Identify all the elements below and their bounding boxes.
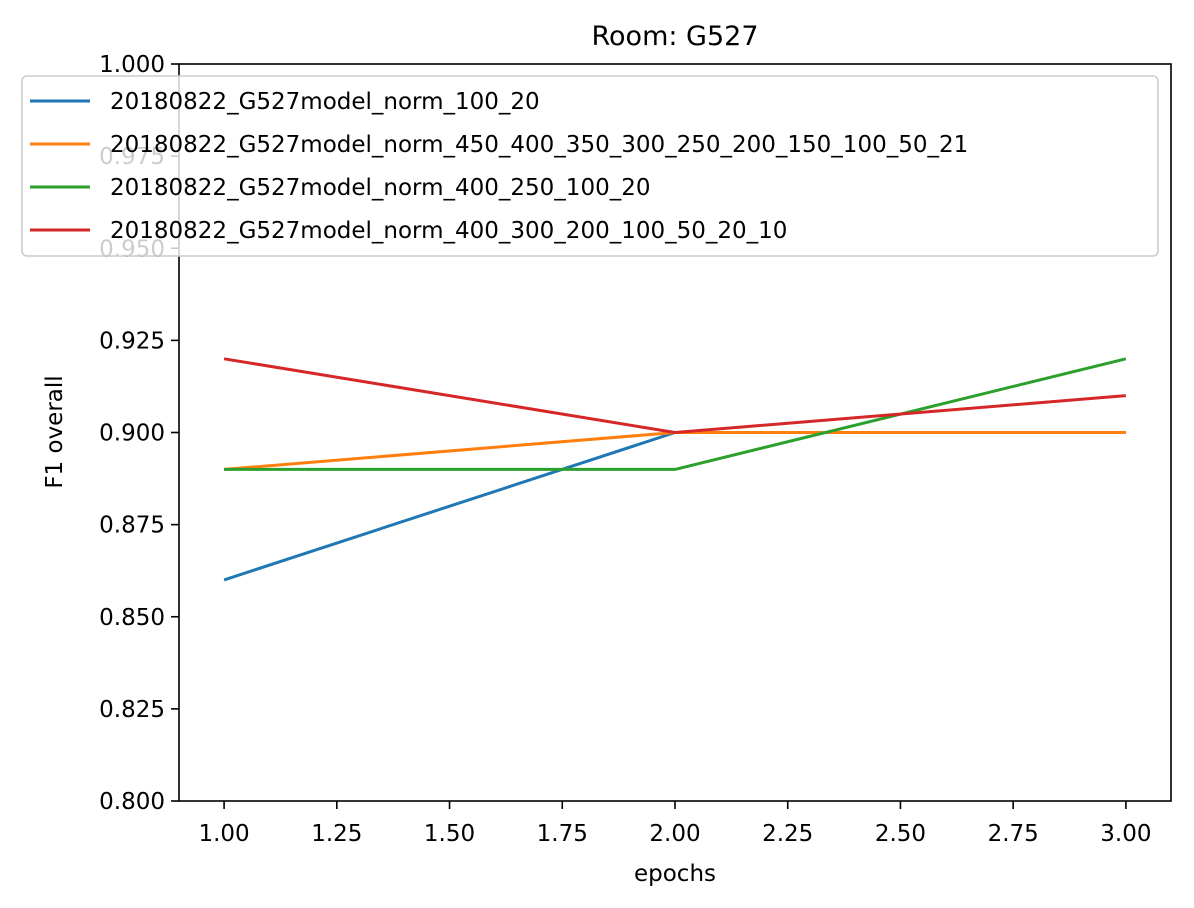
- x-tick-label: 2.75: [988, 821, 1039, 847]
- y-tick-label: 0.825: [99, 697, 165, 723]
- legend-label: 20180822_G527model_norm_100_20: [110, 89, 540, 115]
- legend-label: 20180822_G527model_norm_450_400_350_300_…: [110, 132, 968, 158]
- chart-title: Room: G527: [591, 21, 758, 52]
- x-tick-label: 2.25: [762, 821, 813, 847]
- y-tick-label: 0.875: [99, 513, 165, 539]
- legend-label: 20180822_G527model_norm_400_300_200_100_…: [110, 218, 787, 244]
- x-tick-label: 3.00: [1100, 821, 1151, 847]
- legend-label: 20180822_G527model_norm_400_250_100_20: [110, 175, 650, 201]
- y-tick-label: 1.000: [99, 52, 165, 78]
- y-tick-label: 0.800: [99, 789, 165, 815]
- x-tick-label: 2.50: [875, 821, 926, 847]
- legend-box: [21, 75, 1159, 257]
- x-axis-ticks: 1.00 1.25 1.50 1.75 2.00 2.25 2.50 2.75 3.00: [198, 801, 1152, 847]
- x-tick-label: 1.00: [198, 821, 249, 847]
- y-tick-label: 0.850: [99, 605, 165, 631]
- x-axis-label: epochs: [634, 861, 716, 887]
- x-tick-label: 1.75: [537, 821, 588, 847]
- plot-lines: [223, 357, 1127, 582]
- y-axis-label: F1 overall: [42, 375, 68, 488]
- series-line-4: [223, 357, 1127, 434]
- x-tick-label: 2.00: [649, 821, 700, 847]
- plot-frame: [178, 63, 1172, 802]
- legend: 20180822_G527model_norm_100_20 20180822_G…: [21, 75, 1159, 257]
- series-line-3: [224, 357, 1127, 471]
- x-tick-label: 1.25: [311, 821, 362, 847]
- y-tick-label: 0.925: [99, 328, 165, 354]
- x-tick-label: 1.50: [424, 821, 475, 847]
- y-tick-label: 0.900: [99, 421, 165, 447]
